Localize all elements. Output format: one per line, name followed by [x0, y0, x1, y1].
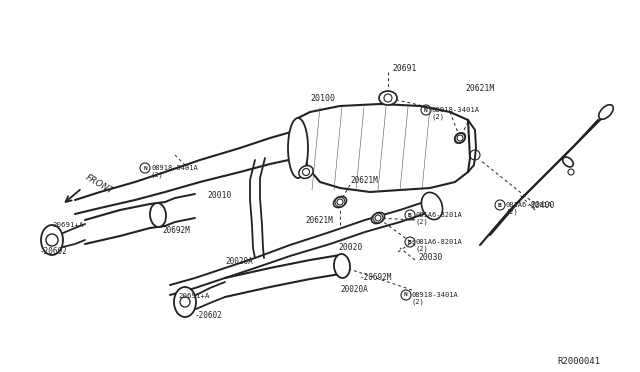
Text: (2): (2) [432, 114, 445, 120]
Text: 20020A: 20020A [225, 257, 253, 266]
Text: 20692M: 20692M [162, 225, 189, 234]
Text: 20020: 20020 [338, 244, 362, 253]
Ellipse shape [422, 192, 442, 219]
Ellipse shape [371, 212, 385, 224]
Text: R2000041: R2000041 [557, 357, 600, 366]
Text: 20400: 20400 [530, 201, 554, 209]
Text: 081A6-8201A: 081A6-8201A [416, 239, 463, 245]
Text: (2): (2) [416, 246, 429, 252]
Text: 20621M: 20621M [305, 215, 333, 224]
Text: -20692M: -20692M [360, 273, 392, 282]
Text: 20100: 20100 [310, 93, 335, 103]
Text: 20030: 20030 [418, 253, 442, 263]
Text: 20691+A: 20691+A [52, 222, 83, 228]
Text: B: B [408, 240, 412, 244]
Text: 08918-3401A: 08918-3401A [412, 292, 459, 298]
Text: 20621M: 20621M [465, 83, 494, 93]
Text: N: N [143, 166, 147, 170]
Text: -20602: -20602 [40, 247, 68, 257]
Ellipse shape [333, 196, 346, 208]
Text: 081A6-8201A: 081A6-8201A [416, 212, 463, 218]
Text: 20691+A: 20691+A [178, 293, 209, 299]
Text: 20020A: 20020A [340, 285, 368, 295]
Ellipse shape [454, 133, 465, 143]
Text: 08918-3401A: 08918-3401A [151, 165, 198, 171]
Ellipse shape [598, 105, 613, 119]
Text: (2): (2) [416, 219, 429, 225]
Text: -20602: -20602 [195, 311, 223, 321]
Text: (2): (2) [151, 172, 164, 178]
Text: FRONT: FRONT [84, 173, 115, 196]
Text: (2): (2) [412, 299, 425, 305]
Ellipse shape [563, 157, 573, 167]
Ellipse shape [150, 203, 166, 227]
Ellipse shape [288, 118, 308, 178]
Text: 081A6-8201A: 081A6-8201A [506, 202, 553, 208]
Text: B: B [498, 202, 502, 208]
Text: 08918-3401A: 08918-3401A [432, 107, 480, 113]
Text: B: B [408, 212, 412, 218]
Text: 20621M: 20621M [350, 176, 378, 185]
Ellipse shape [334, 254, 350, 278]
Ellipse shape [41, 225, 63, 255]
Text: N: N [404, 292, 408, 298]
Text: 20691: 20691 [392, 64, 417, 73]
Text: N: N [424, 108, 428, 112]
Text: 20010: 20010 [207, 190, 232, 199]
Ellipse shape [299, 166, 313, 179]
Ellipse shape [174, 287, 196, 317]
Ellipse shape [379, 91, 397, 105]
Text: (2): (2) [506, 209, 519, 215]
